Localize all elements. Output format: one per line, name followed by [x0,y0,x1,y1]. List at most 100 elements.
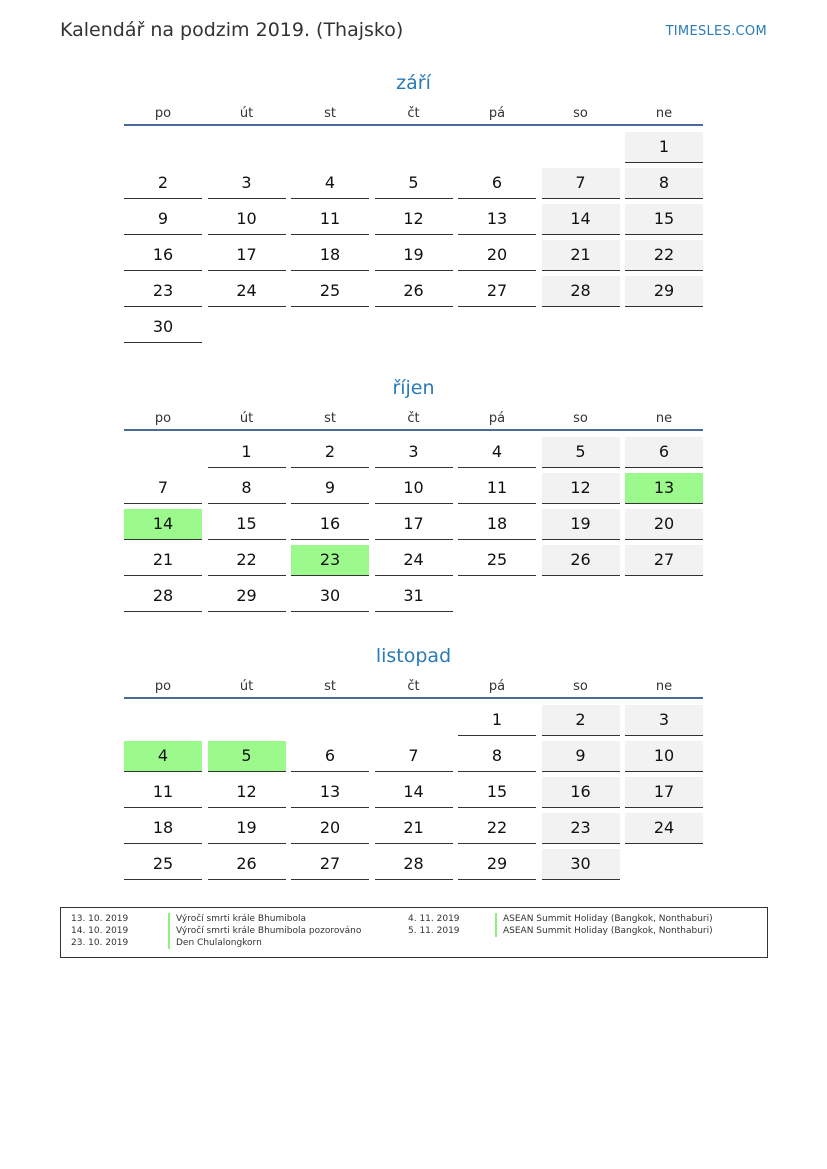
day-cell[interactable]: 27 [625,545,703,576]
day-cell[interactable]: 27 [458,276,536,307]
day-cell[interactable]: 8 [625,168,703,199]
day-cell[interactable]: 15 [458,777,536,808]
weekday-label: ne [655,411,673,426]
day-cell[interactable]: 24 [625,813,703,844]
day-cell[interactable]: 25 [124,849,202,880]
day-cell[interactable]: 29 [625,276,703,307]
day-cell[interactable]: 21 [541,240,620,271]
day-cell[interactable]: 1 [458,705,536,736]
day-cell[interactable]: 26 [541,545,620,576]
day-cell[interactable]: 16 [124,240,202,271]
day-cell[interactable]: 17 [625,777,703,808]
day-cell[interactable]: 19 [541,509,620,540]
day-cell[interactable]: 26 [374,276,453,307]
day-cell[interactable]: 7 [374,741,453,772]
day-grid: 1 2 3 4 5 6 7 8 9 10 11 12 13 14 15 16 17 18 19 20 21 22 23 24 2… [124,705,703,880]
holiday-day-cell[interactable]: 14 [124,509,202,540]
day-cell[interactable]: 28 [124,581,202,612]
day-cell[interactable]: 4 [458,437,536,468]
day-cell[interactable]: 12 [374,204,453,235]
day-cell[interactable]: 30 [291,581,369,612]
holiday-day-cell[interactable]: 4 [124,741,202,772]
day-cell[interactable]: 14 [541,204,620,235]
day-cell[interactable]: 7 [124,473,202,504]
day-cell[interactable]: 9 [291,473,369,504]
day-cell[interactable]: 18 [458,509,536,540]
day-cell[interactable]: 10 [625,741,703,772]
weekday-label: so [573,106,588,121]
day-cell[interactable]: 23 [124,276,202,307]
day-cell[interactable]: 20 [625,509,703,540]
day-cell[interactable]: 19 [207,813,286,844]
day-cell[interactable]: 19 [374,240,453,271]
day-cell[interactable]: 17 [207,240,286,271]
day-cell[interactable]: 23 [541,813,620,844]
holiday-day-cell[interactable]: 23 [291,545,369,576]
day-cell[interactable]: 25 [291,276,369,307]
day-cell[interactable]: 16 [541,777,620,808]
day-cell[interactable]: 18 [291,240,369,271]
day-cell[interactable]: 28 [374,849,453,880]
day-cell[interactable]: 6 [458,168,536,199]
day-cell[interactable]: 16 [291,509,369,540]
day-cell[interactable]: 10 [207,204,286,235]
day-cell[interactable]: 28 [541,276,620,307]
holiday-legend: 13. 10. 2019 Výročí smrti krále Bhumibola… [60,907,768,958]
day-cell[interactable]: 21 [374,813,453,844]
day-cell[interactable]: 2 [541,705,620,736]
day-cell[interactable]: 2 [291,437,369,468]
day-cell[interactable]: 30 [541,849,620,880]
weekday-label: pá [488,411,506,426]
day-cell[interactable]: 2 [124,168,202,199]
day-cell[interactable]: 15 [625,204,703,235]
day-cell[interactable]: 5 [541,437,620,468]
day-cell[interactable]: 8 [458,741,536,772]
day-cell[interactable]: 30 [124,312,202,343]
day-cell[interactable]: 6 [625,437,703,468]
day-cell[interactable]: 27 [291,849,369,880]
day-cell[interactable]: 11 [291,204,369,235]
day-cell[interactable]: 17 [374,509,453,540]
day-cell[interactable]: 29 [458,849,536,880]
day-cell[interactable]: 9 [124,204,202,235]
day-cell[interactable]: 20 [458,240,536,271]
day-cell[interactable]: 24 [374,545,453,576]
holiday-day-cell[interactable]: 13 [625,473,703,504]
day-cell[interactable]: 22 [458,813,536,844]
day-cell[interactable]: 5 [374,168,453,199]
day-cell[interactable]: 29 [207,581,286,612]
day-cell[interactable]: 22 [625,240,703,271]
day-cell[interactable]: 22 [207,545,286,576]
day-cell[interactable]: 8 [207,473,286,504]
weekday-label: so [573,411,588,426]
day-cell[interactable]: 15 [207,509,286,540]
day-cell[interactable]: 14 [374,777,453,808]
day-cell[interactable]: 10 [374,473,453,504]
day-cell[interactable]: 3 [207,168,286,199]
day-cell[interactable]: 21 [124,545,202,576]
holiday-day-cell[interactable]: 5 [207,741,286,772]
day-cell[interactable]: 3 [374,437,453,468]
day-cell[interactable]: 24 [207,276,286,307]
day-cell[interactable]: 20 [291,813,369,844]
day-cell[interactable]: 11 [124,777,202,808]
day-cell[interactable]: 12 [207,777,286,808]
day-cell[interactable]: 31 [374,581,453,612]
day-cell[interactable]: 25 [458,545,536,576]
day-cell[interactable]: 4 [291,168,369,199]
day-cell[interactable]: 1 [625,132,703,163]
day-cell[interactable]: 18 [124,813,202,844]
weekday-label: po [154,106,172,121]
weekday-label: st [324,679,336,694]
day-cell[interactable]: 26 [207,849,286,880]
day-cell[interactable]: 6 [291,741,369,772]
day-cell[interactable]: 9 [541,741,620,772]
day-cell[interactable]: 12 [541,473,620,504]
day-cell[interactable]: 13 [291,777,369,808]
brand-link[interactable]: TIMESLES.COM [665,24,767,39]
day-cell[interactable]: 11 [458,473,536,504]
day-cell[interactable]: 1 [207,437,286,468]
day-cell[interactable]: 13 [458,204,536,235]
day-cell[interactable]: 3 [625,705,703,736]
day-cell[interactable]: 7 [541,168,620,199]
